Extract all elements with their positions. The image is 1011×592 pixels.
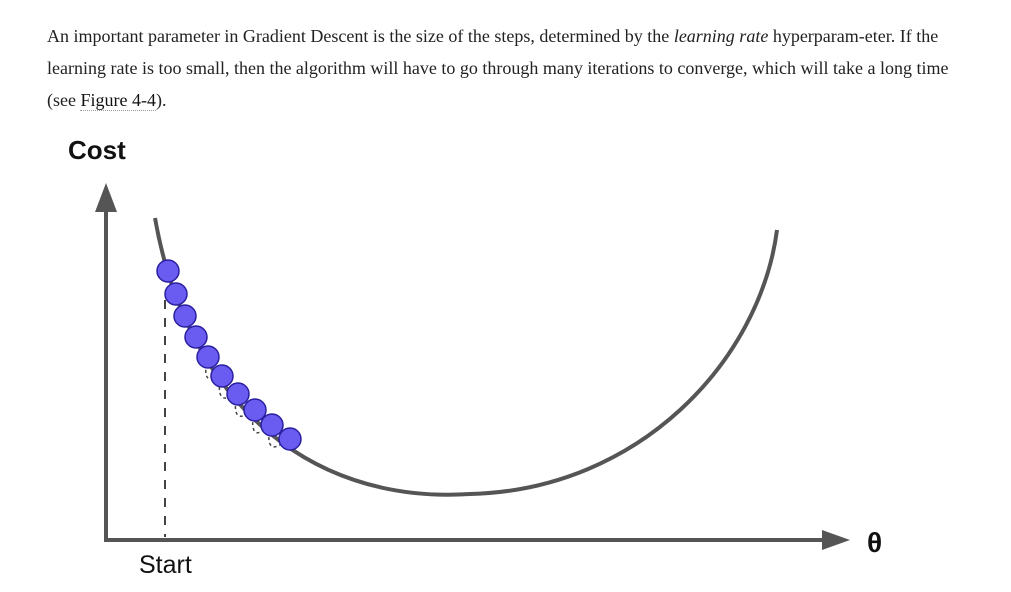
step-marker bbox=[243, 398, 267, 422]
step-marker bbox=[164, 282, 188, 306]
para-text-1: An important parameter in Gradient Desce… bbox=[47, 26, 674, 46]
step-marker bbox=[173, 304, 197, 328]
cost-curve bbox=[153, 217, 779, 497]
step-markers bbox=[156, 259, 302, 451]
step-marker bbox=[260, 413, 284, 437]
x-axis-label: θ bbox=[867, 527, 882, 558]
y-axis-arrowhead bbox=[95, 183, 117, 212]
y-axis-label: Cost bbox=[68, 135, 126, 165]
step-marker bbox=[210, 364, 234, 388]
para-text-3: ). bbox=[155, 90, 167, 110]
x-axis-arrowhead bbox=[822, 530, 850, 550]
step-marker bbox=[156, 259, 180, 283]
figure-reference-link[interactable]: Figure 4-4 bbox=[80, 90, 156, 111]
step-marker bbox=[184, 325, 208, 349]
body-paragraph: An important parameter in Gradient Desce… bbox=[47, 20, 967, 116]
para-text-2: hyperparam-eter. If the learning rate is… bbox=[47, 26, 949, 110]
step-marker bbox=[196, 345, 220, 369]
step-marker bbox=[226, 382, 250, 406]
start-label: Start bbox=[139, 551, 192, 579]
step-marker bbox=[278, 427, 302, 451]
learning-rate-term: learning rate bbox=[673, 26, 769, 46]
